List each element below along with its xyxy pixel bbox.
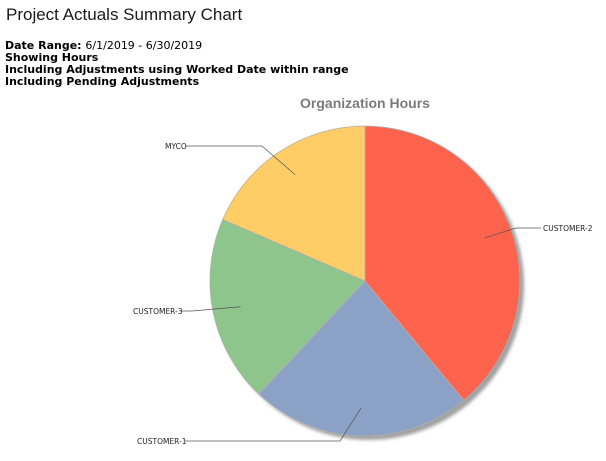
date-range-label: Date Range: bbox=[5, 39, 82, 52]
pie-slice-customer-3[interactable] bbox=[209, 218, 366, 395]
leader-line-customer-2 bbox=[484, 227, 541, 239]
pending-note: Including Pending Adjustments bbox=[5, 75, 200, 88]
showing-note: Showing Hours bbox=[5, 51, 99, 64]
slice-label-customer-1: CUSTOMER-1 bbox=[137, 437, 187, 446]
slice-label-customer-2: CUSTOMER-2 bbox=[543, 224, 593, 233]
chart-title: Organization Hours bbox=[300, 95, 430, 111]
slice-label-myco: MYCO bbox=[165, 142, 187, 151]
pie-slice-customer-2[interactable] bbox=[364, 125, 521, 401]
leader-line-myco bbox=[185, 145, 296, 176]
date-range-value: 6/1/2019 - 6/30/2019 bbox=[85, 39, 203, 52]
report-info: Date Range: 6/1/2019 - 6/30/2019 Showing… bbox=[5, 40, 349, 88]
slice-label-customer-3: CUSTOMER-3 bbox=[133, 307, 183, 316]
pie-slice-myco[interactable] bbox=[222, 125, 366, 282]
pie-slices bbox=[209, 125, 521, 437]
pie-labels: CUSTOMER-2 CUSTOMER-1 CUSTOMER-3 MYCO bbox=[133, 142, 593, 446]
pie-slice-customer-1[interactable] bbox=[258, 280, 465, 437]
leader-line-customer-1 bbox=[185, 407, 362, 442]
leader-line-customer-3 bbox=[181, 306, 241, 312]
date-range-row: Date Range: 6/1/2019 - 6/30/2019 bbox=[5, 40, 349, 52]
page-title: Project Actuals Summary Chart bbox=[6, 5, 243, 24]
adjustments-note: Including Adjustments using Worked Date … bbox=[5, 63, 349, 76]
